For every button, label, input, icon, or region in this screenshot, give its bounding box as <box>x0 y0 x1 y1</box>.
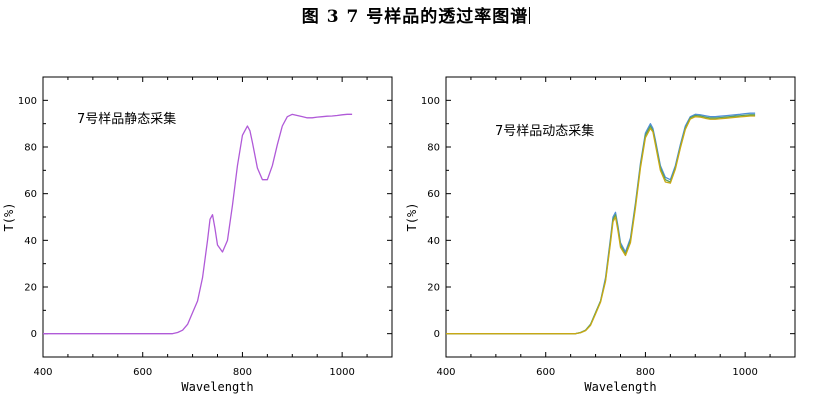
y-tick-label: 0 <box>434 329 440 340</box>
plot-frame <box>445 76 796 358</box>
chart-panel-1: 400 600 800 1000 0 20 40 60 80 100 Wavelength T(%) 7… <box>2 76 393 394</box>
series-line-dynamic-3 <box>446 115 756 335</box>
figure-title-text: 图 3 7 号样品的透过率图谱 <box>301 7 529 27</box>
x-axis-title: Wavelength <box>181 380 253 394</box>
y-tick-label: 100 <box>421 96 440 107</box>
y-tick-label: 40 <box>427 236 440 247</box>
x-tick-label: 800 <box>233 367 252 378</box>
x-tick-label: 600 <box>133 367 152 378</box>
x-tick-label: 400 <box>33 367 52 378</box>
y-tick-label: 0 <box>31 329 37 340</box>
y-axis-title: T(%) <box>405 203 419 232</box>
series-line-static <box>43 113 353 335</box>
y-tick-label: 80 <box>427 143 440 154</box>
x-axis-title: Wavelength <box>584 380 656 394</box>
figure-title: 图 3 7 号样品的透过率图谱 <box>0 2 832 27</box>
chart-panel-2: 400 600 800 1000 0 20 40 60 80 100 Wavelength T(%) 7… <box>405 76 796 394</box>
y-tick-label: 20 <box>24 283 37 294</box>
y-tick-label: 40 <box>24 236 37 247</box>
y-tick-label: 60 <box>24 189 37 200</box>
y-axis-title: T(%) <box>2 203 16 232</box>
x-tick-label: 1000 <box>732 367 757 378</box>
y-tick-label: 80 <box>24 143 37 154</box>
y-tick-label: 60 <box>427 189 440 200</box>
x-tick-label: 400 <box>436 367 455 378</box>
x-tick-label: 800 <box>636 367 655 378</box>
x-tick-label: 1000 <box>329 367 354 378</box>
chart-annotation: 7号样品动态采集 <box>495 123 594 139</box>
x-tick-label: 600 <box>536 367 555 378</box>
text-cursor <box>529 7 531 24</box>
y-tick-label: 100 <box>18 96 37 107</box>
chart-annotation: 7号样品静态采集 <box>77 111 176 127</box>
y-tick-label: 20 <box>427 283 440 294</box>
